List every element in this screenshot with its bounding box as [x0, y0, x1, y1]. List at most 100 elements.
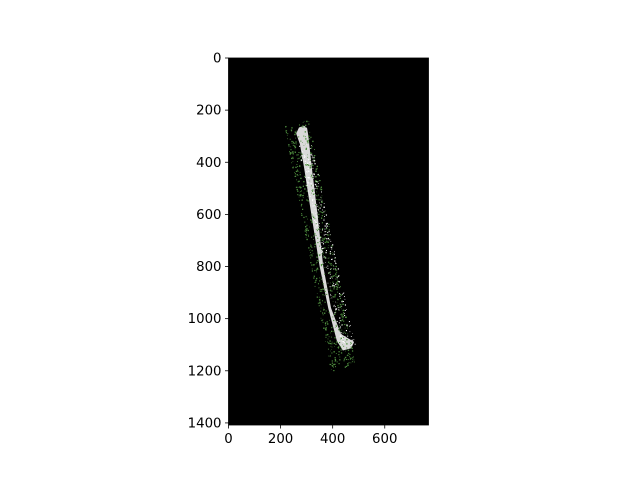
- edge-detection-point: [291, 142, 293, 144]
- edge-detection-point: [296, 188, 298, 191]
- edge-detection-point: [291, 130, 293, 132]
- edge-detection-point: [291, 140, 293, 143]
- edge-detection-point: [341, 294, 343, 296]
- edge-detection-point: [336, 302, 338, 304]
- edge-detection-point: [303, 192, 305, 194]
- edge-detection-point: [329, 234, 331, 236]
- speckle-point: [319, 202, 320, 204]
- edge-detection-point: [289, 152, 291, 154]
- edge-detection-point: [333, 330, 335, 332]
- edge-detection-point: [318, 195, 319, 196]
- edge-detection-point: [340, 352, 343, 354]
- edge-detection-point: [322, 252, 324, 254]
- edge-detection-point: [323, 238, 326, 240]
- axes-frame: [228, 57, 429, 426]
- edge-detection-point: [334, 327, 336, 328]
- edge-detection-point: [295, 130, 297, 132]
- edge-detection-point: [304, 126, 306, 128]
- edge-detection-point: [341, 316, 343, 318]
- edge-detection-point: [292, 161, 294, 162]
- edge-detection-point: [299, 156, 302, 158]
- edge-detection-point: [328, 342, 330, 344]
- edge-detection-point: [337, 298, 338, 300]
- speckle-point: [338, 309, 340, 311]
- edge-detection-point: [291, 127, 293, 129]
- edge-detection-point: [333, 366, 334, 368]
- edge-detection-point: [308, 236, 310, 237]
- edge-detection-point: [320, 211, 322, 213]
- edge-detection-point: [306, 185, 308, 187]
- edge-detection-point: [332, 252, 333, 253]
- edge-detection-point: [330, 264, 332, 266]
- speckle-point: [315, 226, 317, 228]
- edge-detection-point: [313, 158, 315, 160]
- speckle-point: [345, 329, 348, 332]
- edge-detection-point: [297, 190, 299, 192]
- speckle-point: [321, 251, 323, 253]
- edge-detection-point: [305, 231, 307, 233]
- edge-detection-point: [339, 359, 341, 361]
- edge-detection-point: [296, 154, 298, 156]
- edge-detection-point: [333, 296, 335, 298]
- edge-detection-point: [318, 211, 320, 213]
- edge-detection-point: [341, 329, 343, 331]
- edge-detection-point: [332, 326, 333, 328]
- speckle-point: [323, 206, 325, 208]
- edge-detection-point: [302, 122, 304, 123]
- edge-detection-point: [321, 212, 324, 214]
- speckle-point: [339, 326, 341, 328]
- speckle-point: [314, 188, 315, 190]
- edge-detection-point: [329, 271, 331, 273]
- edge-detection-point: [322, 239, 324, 241]
- speckle-point: [315, 184, 317, 186]
- edge-detection-point: [312, 216, 315, 219]
- edge-detection-point: [325, 327, 327, 329]
- edge-detection-point: [290, 146, 292, 148]
- speckle-point: [312, 203, 313, 205]
- speckle-point: [350, 336, 352, 337]
- speckle-point: [336, 263, 337, 264]
- edge-detection-point: [340, 304, 342, 306]
- speckle-layer: [299, 144, 356, 346]
- edge-detection-point: [317, 260, 319, 261]
- edge-detection-point: [311, 256, 313, 258]
- speckle-point: [338, 293, 341, 295]
- speckle-point: [318, 223, 320, 224]
- edge-detection-point: [319, 301, 321, 304]
- speckle-point: [314, 194, 316, 196]
- edge-detection-point: [310, 262, 312, 264]
- edge-detection-point: [316, 296, 318, 298]
- edge-detection-point: [346, 343, 348, 345]
- edge-detection-point: [331, 360, 333, 362]
- edge-detection-point: [287, 138, 288, 140]
- edge-detection-point: [342, 309, 345, 312]
- speckle-point: [329, 238, 331, 240]
- edge-detection-point: [322, 288, 324, 290]
- edge-detection-point: [315, 180, 317, 182]
- edge-detection-point: [312, 164, 314, 167]
- edge-detection-point: [285, 132, 288, 134]
- edge-detection-point: [311, 148, 313, 150]
- speckle-point: [321, 199, 323, 201]
- edge-detection-point: [338, 354, 340, 356]
- edge-detection-point: [301, 153, 303, 155]
- speckle-point: [344, 298, 346, 300]
- edge-detection-point: [322, 288, 324, 290]
- edge-detection-point: [319, 236, 322, 238]
- speckle-point: [327, 238, 329, 240]
- edge-detection-point: [320, 310, 322, 312]
- edge-detection-point: [325, 324, 327, 326]
- edge-detection-point: [321, 289, 323, 290]
- speckle-point: [322, 209, 324, 211]
- edge-detection-point: [336, 361, 338, 363]
- speckle-point: [338, 280, 339, 282]
- speckle-point: [312, 212, 314, 214]
- edge-detection-point: [300, 213, 302, 214]
- speckle-point: [316, 185, 318, 187]
- edge-detection-point: [333, 351, 335, 353]
- edge-detection-point: [312, 145, 313, 147]
- speckle-point: [324, 231, 326, 233]
- speckle-point: [308, 182, 310, 184]
- edge-detection-point: [309, 159, 311, 161]
- edge-detection-point: [325, 310, 327, 312]
